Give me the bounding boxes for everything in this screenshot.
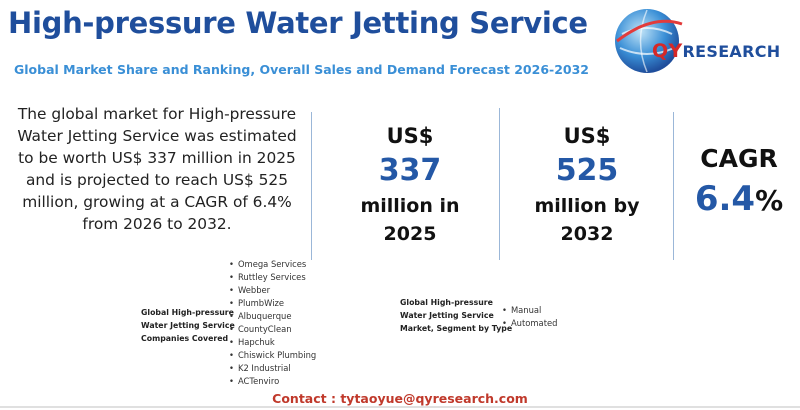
logo-q-letters: QY [652,40,683,62]
list-item: Albuquerque [229,310,316,323]
page-title: High-pressure Water Jetting Service [8,6,588,40]
market-summary: The global market for High-pressure Wate… [17,105,297,233]
stat-unit: 2025 [383,223,437,245]
divider [311,112,312,260]
stat-2025: US$ 337 million in 2025 [330,122,490,248]
list-item: Omega Services [229,258,316,271]
list-item: Webber [229,284,316,297]
stat-value: 337 [378,153,442,188]
stat-2032: US$ 525 million by 2032 [508,122,666,248]
page-subtitle: Global Market Share and Ranking, Overall… [14,62,589,77]
stat-unit: 2032 [560,223,614,245]
list-item: Automated [502,317,558,330]
qyresearch-logo [615,9,683,73]
stat-currency: US$ [386,124,434,148]
label-line: Global High-pressure [400,298,493,307]
label-line: Market, Segment by Type [400,324,513,333]
list-item: PlumbWize [229,297,316,310]
stat-cagr: CAGR 6.4% [680,142,798,224]
list-item: Hapchuk [229,336,316,349]
footer-divider [0,406,800,408]
list-item: K2 Industrial [229,362,316,375]
list-item: ACTenviro [229,375,316,388]
logo-wordmark: QYRESEARCH [652,40,780,62]
segments-label: Global High-pressure Water Jetting Servi… [400,296,512,335]
divider [499,108,500,260]
stat-unit: million by [534,195,640,217]
label-line: Water Jetting Service [141,321,235,330]
list-item: Manual [502,304,557,317]
contact-info: Contact : tytaoyue@qyresearch.com [272,391,528,406]
companies-label: Global High-pressure Water Jetting Servi… [141,306,235,345]
list-item: CountyClean [229,323,316,336]
stat-value: 525 [555,153,619,188]
label-line: Global High-pressure [141,308,234,317]
globe-icon [615,9,679,73]
cagr-number: 6.4 [694,179,756,219]
stat-unit: million in [360,195,460,217]
logo-rest: RESEARCH [682,42,781,61]
cagr-label: CAGR [700,144,778,173]
list-item: Ruttley Services [229,271,316,284]
stat-currency: US$ [563,124,611,148]
segments-list: Manual Automated [502,304,558,330]
label-line: Companies Covered [141,334,229,343]
list-item: Chiswick Plumbing [229,349,316,362]
cagr-percent: % [755,184,784,217]
label-line: Water Jetting Service [400,311,494,320]
divider [673,112,674,260]
companies-list: Omega Services Ruttley Services Webber P… [229,258,316,388]
cagr-value: 6.4% [680,176,798,224]
